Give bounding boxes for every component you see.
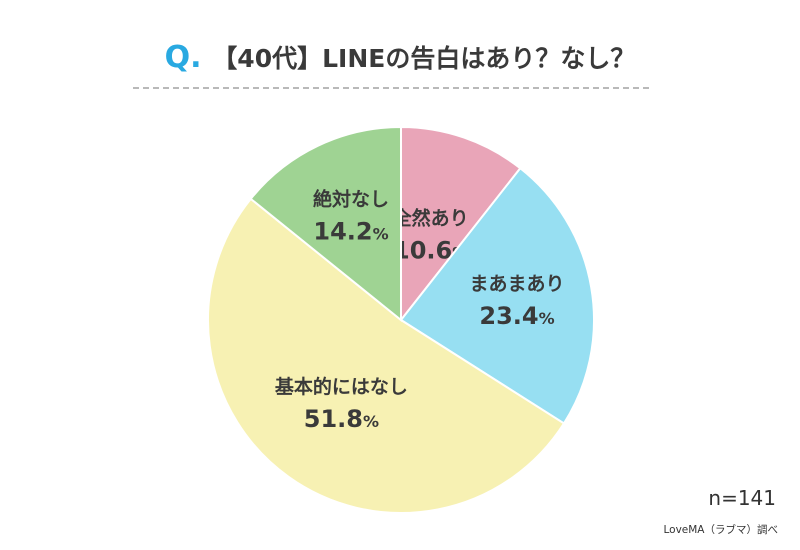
pie-slice-zenzen-ari — [400, 125, 522, 323]
slice-value-zettai-nashi: 14.2% — [313, 218, 388, 246]
chart-title-text: 【40代】LINEの告白はあり？なし？ — [212, 44, 636, 73]
question-dot: . — [190, 40, 202, 75]
slice-value-kihonteki-nashi: 51.8% — [304, 405, 379, 433]
slice-label-zenzen-ari: 全然あり — [392, 206, 469, 229]
slice-label-zettai-nashi: 絶対なし — [313, 188, 389, 211]
sample-size: n=141 — [708, 486, 776, 510]
source-credit: LoveMA（ラブマ）調べ — [663, 524, 778, 536]
title-divider — [133, 87, 649, 89]
pie-slice-zettai-nashi — [249, 125, 402, 323]
slice-value-maamaa-ari: 23.4% — [479, 302, 554, 330]
question-mark-label: Q — [164, 40, 191, 75]
slice-label-maamaa-ari: まあまあり — [470, 273, 565, 295]
pie-slice-maamaa-ari — [399, 166, 595, 425]
chart-title: Q. 【40代】LINEの告白はあり？なし？ — [0, 40, 800, 77]
pie-slice-kihonteki-nashi — [207, 197, 566, 515]
slice-label-kihonteki-nashi: 基本的にはなし — [274, 375, 408, 398]
